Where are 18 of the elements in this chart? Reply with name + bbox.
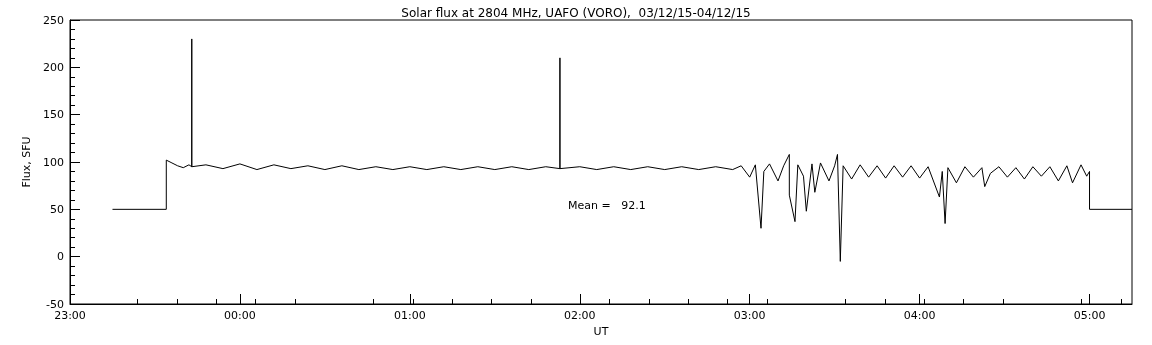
annotation: Mean = 92.1 xyxy=(568,199,646,212)
y-tick-label: 250 xyxy=(43,13,64,27)
y-axis-title: Flux, SFU xyxy=(20,136,33,188)
y-tick-label: 100 xyxy=(43,155,64,169)
x-tick-label: 01:00 xyxy=(393,309,426,322)
y-tick-label: 150 xyxy=(43,108,64,122)
y-tick-label: 0 xyxy=(57,250,64,264)
y-tick-label: -50 xyxy=(46,297,64,311)
y-tick-label: 50 xyxy=(50,202,64,216)
x-axis-title: UT xyxy=(593,325,609,338)
x-tick-label: 04:00 xyxy=(903,309,936,322)
x-tick-label: 03:00 xyxy=(733,309,766,322)
x-tick-label: 05:00 xyxy=(1073,309,1106,322)
x-tick-label: 00:00 xyxy=(224,309,256,322)
y-tick-label: 200 xyxy=(43,60,64,74)
x-tick-label: 02:00 xyxy=(563,309,596,322)
chart-title: Solar flux at 2804 MHz, UAFO (VORO), 03/12/15-04/12/15 xyxy=(401,6,751,20)
x-tick-label: 23:00 xyxy=(54,309,86,322)
